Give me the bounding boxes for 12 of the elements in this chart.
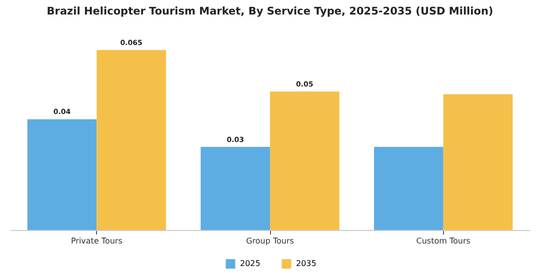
bar [443, 94, 513, 230]
bar [96, 50, 166, 230]
x-tick-label: Custom Tours [416, 236, 470, 246]
legend-label: 2025 [240, 258, 260, 268]
bar [374, 146, 444, 230]
bar [27, 119, 97, 230]
chart-title: Brazil Helicopter Tourism Market, By Service Type, 2025-2035 (USD Million) [46, 6, 494, 18]
bar [200, 146, 270, 230]
x-tick-label: Private Tours [70, 236, 122, 246]
x-tick-label: Group Tours [246, 236, 294, 246]
legend-label: 2035 [296, 258, 316, 268]
bar [270, 92, 340, 230]
